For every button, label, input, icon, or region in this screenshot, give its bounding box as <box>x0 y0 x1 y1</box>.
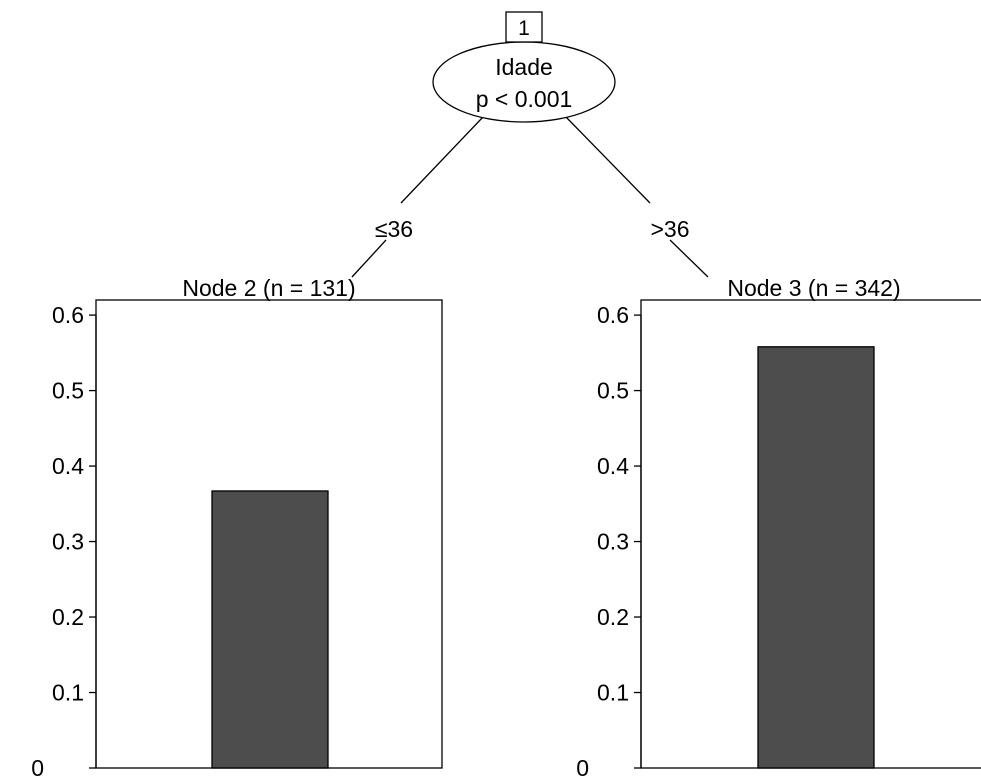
node-3-y-tick-label: 0.3 <box>597 529 629 555</box>
right-edge-label: >36 <box>650 216 689 242</box>
node-3-y-tick-label: 0.4 <box>597 453 629 479</box>
pvalue-label: p < 0.001 <box>476 86 573 112</box>
node-3-y-tick-label: 0.2 <box>597 604 629 630</box>
node-2-y-tick-label: 0.1 <box>52 680 84 706</box>
right-edge-upper <box>565 116 651 204</box>
node-2-bar <box>211 490 329 769</box>
node-2-y-tick-label: 0.4 <box>52 453 84 479</box>
node-2-y-tick-label: 0 <box>31 755 44 779</box>
node-3-panel: Node 3 (n = 342) 0 0.1 0.2 0.3 0.4 0.5 0.6 <box>576 275 981 779</box>
left-edge-value: 36 <box>388 216 414 242</box>
right-edge-lower <box>669 239 709 278</box>
node-3-y-tick-label: 0.6 <box>597 302 629 328</box>
node-3-y-tick-label: 0.1 <box>597 680 629 706</box>
node-2-y-tick-label: 0.6 <box>52 302 84 328</box>
left-edge-upper <box>400 116 484 204</box>
node-2-y-tick-label: 0.2 <box>52 604 84 630</box>
node-2-y-tick-label: 0.5 <box>52 378 84 404</box>
node-2-title: Node 2 (n = 131) <box>182 275 355 301</box>
node-2-y-tick-label: 0.3 <box>52 529 84 555</box>
node-id-label: 1 <box>518 17 530 40</box>
node-3-bar <box>757 346 875 769</box>
right-edge-symbol: > <box>650 216 663 242</box>
node-3-y-tick-label: 0 <box>576 755 589 779</box>
node-2-panel: Node 2 (n = 131) 0 0.1 0.2 0.3 0.4 0.5 0.6 <box>31 275 443 779</box>
left-edge-symbol: ≤ <box>375 216 388 242</box>
left-edge-lower <box>351 239 387 278</box>
node-id-box <box>505 11 543 43</box>
node-3-y-tick-label: 0.5 <box>597 378 629 404</box>
right-edge-value: 36 <box>664 216 690 242</box>
left-edge-label: ≤36 <box>375 216 413 242</box>
node-3-title: Node 3 (n = 342) <box>727 275 900 301</box>
split-variable-label: Idade <box>495 54 553 80</box>
